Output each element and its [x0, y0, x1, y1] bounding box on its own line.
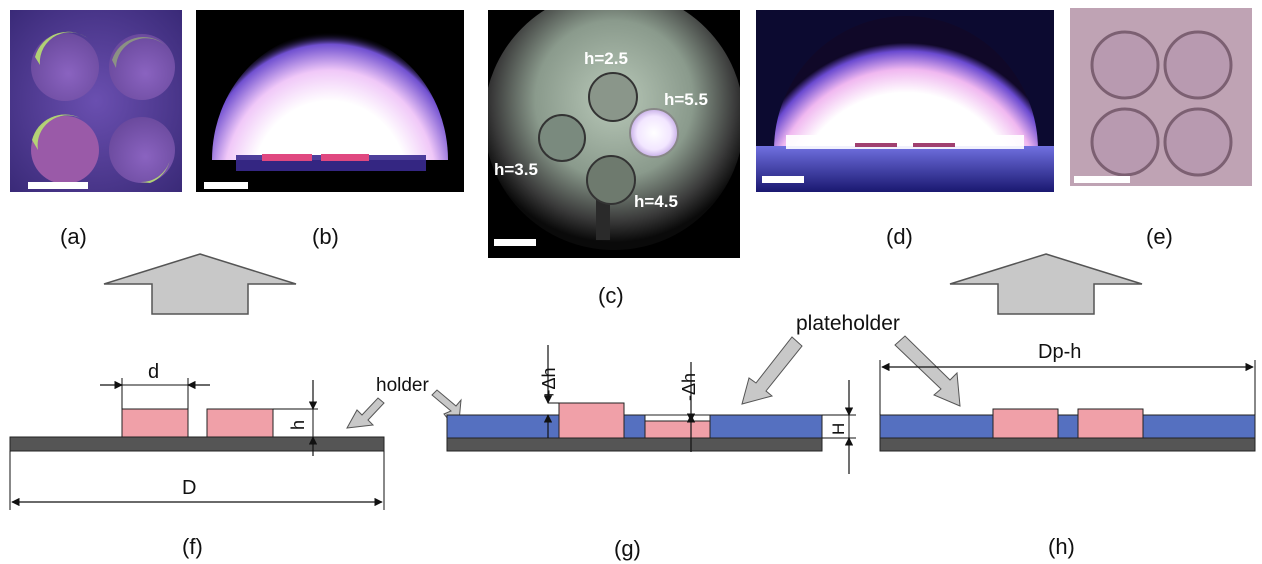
scale-bar [28, 182, 88, 189]
scale-bar [204, 182, 248, 189]
photo-panel-d [756, 10, 1054, 192]
plate-blue [879, 414, 1256, 439]
label-dph: Dp-h [1038, 341, 1081, 363]
holder-base [9, 436, 385, 452]
plateholder-pointer-h [894, 335, 961, 407]
schematic-diagrams: d h D holder (f) +Δh -Δh [9, 312, 1256, 561]
sample-glow-left [262, 154, 312, 161]
disk-bottom-left [31, 114, 99, 184]
caption-a: (a) [60, 224, 87, 249]
label-h35: h=3.5 [494, 160, 538, 179]
sample-h55 [629, 108, 679, 158]
caption-h: (h) [1048, 534, 1075, 559]
label-D: D [182, 477, 196, 499]
label-h25: h=2.5 [584, 49, 628, 68]
disk-bottom-right [109, 117, 175, 183]
disk-bottom-left [1090, 107, 1160, 177]
sample-right [1077, 408, 1144, 439]
photo-panel-a [10, 10, 182, 192]
diagram-g: +Δh -Δh H [431, 336, 856, 474]
up-arrow-right [949, 253, 1143, 315]
disk-top-right [1163, 30, 1233, 100]
caption-d: (d) [886, 224, 913, 249]
holder-base [446, 437, 823, 452]
sample-glow-right [321, 154, 369, 161]
label-plateholder: plateholder [796, 312, 900, 335]
recess-gap [644, 414, 711, 422]
holder-pointer-f [346, 397, 385, 429]
caption-g: (g) [614, 536, 641, 561]
label-h: h [288, 420, 308, 430]
caption-e: (e) [1146, 224, 1173, 249]
plasma-glow [212, 32, 448, 192]
sample-left [121, 408, 189, 438]
sample-h25 [588, 72, 638, 122]
caption-b: (b) [312, 224, 339, 249]
label-h55: h=5.5 [664, 90, 708, 109]
sample-h45 [586, 155, 636, 205]
disk-top-left [31, 31, 99, 101]
sample-mark-right [913, 143, 955, 147]
label-H: H [829, 423, 848, 435]
holder-base [879, 437, 1256, 452]
label-minus-dh: -Δh [679, 373, 699, 401]
sample-raised [558, 402, 625, 439]
scale-bar [762, 176, 804, 183]
scale-bar [1074, 176, 1130, 183]
caption-c: (c) [598, 283, 624, 308]
diagram-f: d h D [9, 361, 385, 510]
photo-panel-b [196, 10, 464, 192]
label-holder: holder [376, 375, 429, 396]
plateholder-pointer-g [741, 336, 803, 405]
up-arrow-left [103, 253, 297, 315]
photo-panel-c: h=2.5 h=5.5 h=3.5 h=4.5 [488, 10, 740, 258]
disk-top-left [1090, 30, 1160, 100]
caption-f: (f) [182, 534, 203, 559]
label-h45: h=4.5 [634, 192, 678, 211]
sample-left [992, 408, 1059, 439]
photo-panel-e [1070, 8, 1252, 186]
disk-top-right [109, 34, 175, 100]
plate-blue [446, 414, 823, 439]
diagram-h: Dp-h [879, 335, 1256, 452]
sample-mark-left [855, 143, 897, 147]
scale-bar [494, 239, 536, 246]
disk-bottom-right [1163, 107, 1233, 177]
sample-right [206, 408, 274, 438]
sample-h35 [538, 114, 586, 162]
label-d: d [148, 361, 159, 383]
label-plus-dh: +Δh [539, 367, 559, 400]
sample-recessed [644, 420, 711, 439]
